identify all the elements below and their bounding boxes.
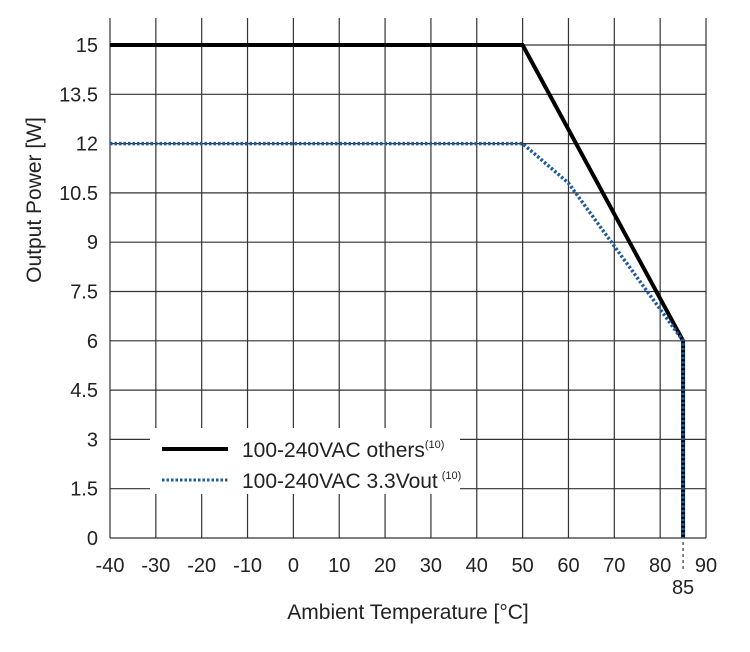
y-tick-label: 4.5 [70,380,98,402]
y-tick-label: 10.5 [59,183,98,205]
y-tick-label: 0 [87,528,98,550]
x-tick-label: 50 [511,555,533,577]
x-tick-label: 80 [649,555,671,577]
x-axis-label: Ambient Temperature [°C] [287,601,528,624]
series-lines [110,43,686,538]
x-tick-label: 90 [695,555,717,577]
y-tick-label: 7.5 [70,282,98,304]
x-tick-label: 60 [557,555,579,577]
y-tick-label: 13.5 [59,84,98,106]
y-tick-label: 15 [76,35,98,57]
y-tick-label: 1.5 [70,479,98,501]
x-tick-label: 20 [374,555,396,577]
legend-label-others: 100-240VAC others(10) [242,439,444,462]
legend: 100-240VAC others(10) 100-240VAC 3.3Vout… [150,428,461,494]
y-tick-labels: 0 1.5 3 4.5 6 7.5 9 10.5 12 13.5 15 [59,35,98,550]
y-tick-label: 3 [87,429,98,451]
x-tick-label: -20 [187,555,216,577]
legend-background [150,428,460,494]
x-tick-label-85: 85 [672,577,694,599]
x-tick-label: 10 [328,555,350,577]
y-tick-label: 6 [87,331,98,353]
x-tick-label: 70 [603,555,625,577]
legend-label-3v3: 100-240VAC 3.3Vout (10) [242,470,461,493]
x-tick-label: 0 [288,555,299,577]
y-tick-label: 9 [87,232,98,254]
y-tick-label: 12 [76,134,98,156]
x-tick-label: -40 [96,555,125,577]
x-tick-label: -30 [141,555,170,577]
x-tick-label: -10 [233,555,262,577]
x-tick-label: 40 [466,555,488,577]
y-axis-label: Output Power [W] [23,117,46,283]
x-tick-label: 30 [420,555,442,577]
series-line-1 [110,141,685,538]
